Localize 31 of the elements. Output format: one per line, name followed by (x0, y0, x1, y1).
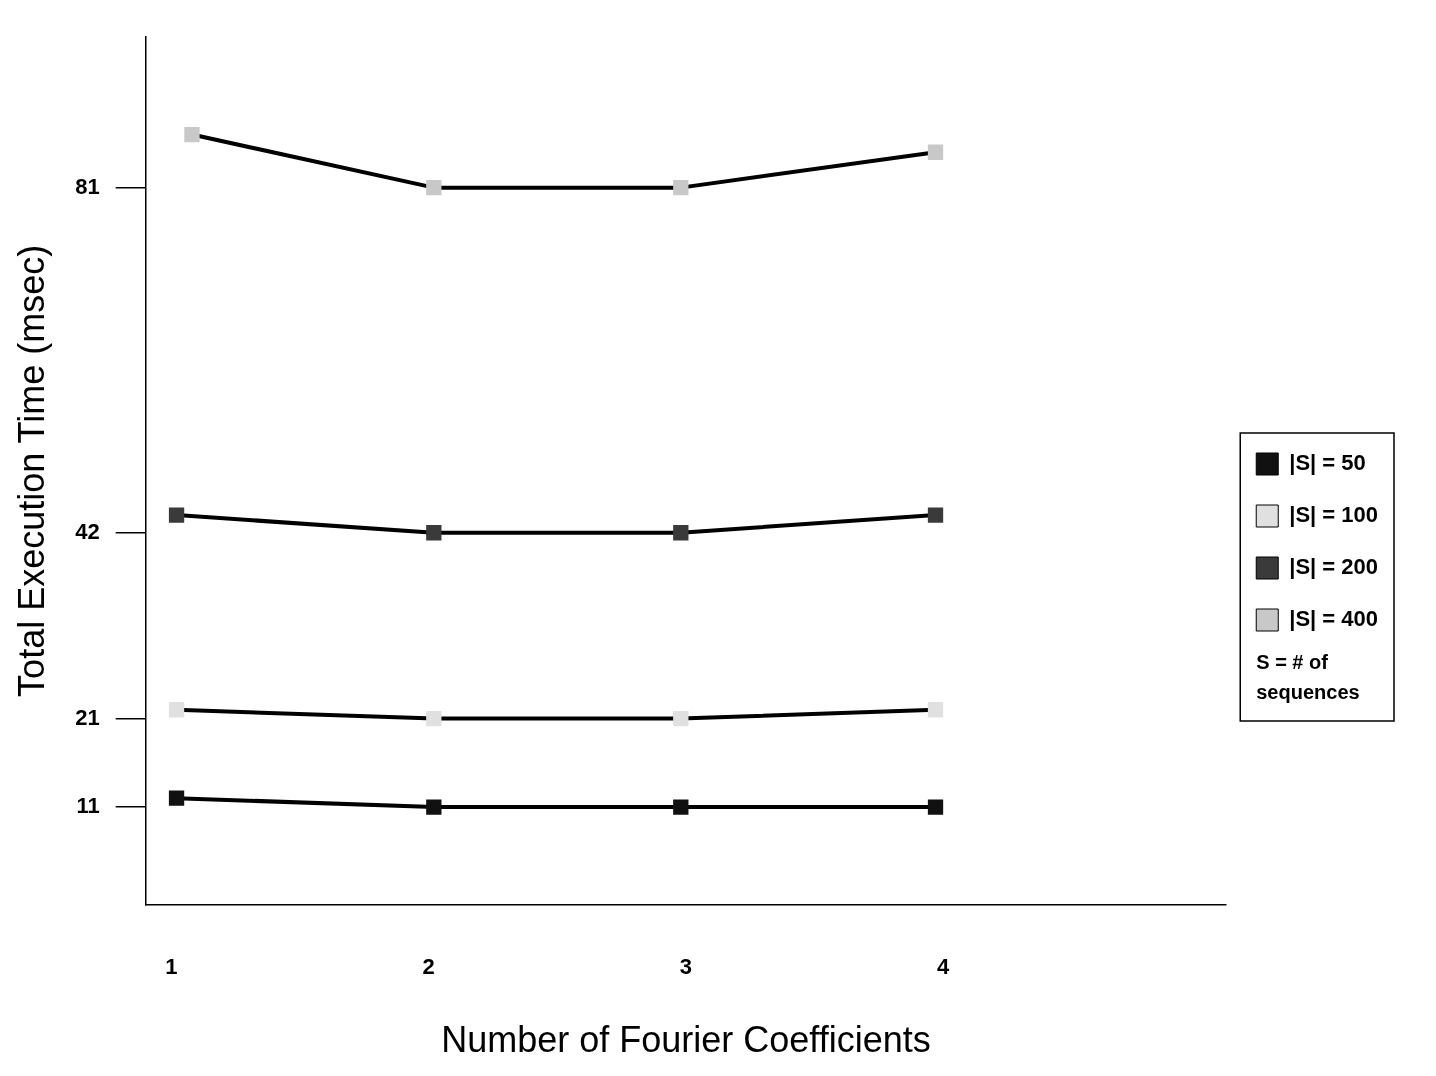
point (426, 799, 442, 815)
point (673, 525, 689, 541)
legend-label: |S| = 200 (1289, 554, 1378, 580)
x-axis-title: Number of Fourier Coefficients (441, 1019, 931, 1061)
point (168, 702, 185, 718)
point (673, 799, 689, 815)
point (168, 507, 185, 523)
x-tick-label: 2 (422, 953, 435, 979)
x-tick-label: 3 (679, 953, 693, 979)
point (426, 179, 442, 196)
point (927, 702, 944, 718)
point (673, 710, 689, 727)
point (927, 507, 944, 523)
y-tick-label: 21 (75, 704, 100, 730)
y-tick-label: 81 (75, 173, 100, 199)
legend-label: |S| = 100 (1289, 502, 1378, 528)
legend-label: |S| = 400 (1289, 606, 1378, 632)
point (927, 144, 944, 160)
x-tick-label: 4 (937, 953, 951, 979)
legend-label: |S| = 50 (1289, 450, 1366, 476)
y-axis-title: Total Execution Time (msec) (10, 244, 52, 697)
y-tick-label: 11 (76, 793, 100, 819)
point (927, 799, 944, 815)
point (426, 710, 442, 727)
x-tick-label: 1 (165, 953, 178, 979)
text: S = # of sequences (1256, 650, 1360, 703)
point (426, 525, 442, 541)
point (168, 790, 185, 806)
y-tick-label: 42 (75, 518, 100, 544)
point (673, 179, 689, 196)
point (184, 126, 200, 143)
